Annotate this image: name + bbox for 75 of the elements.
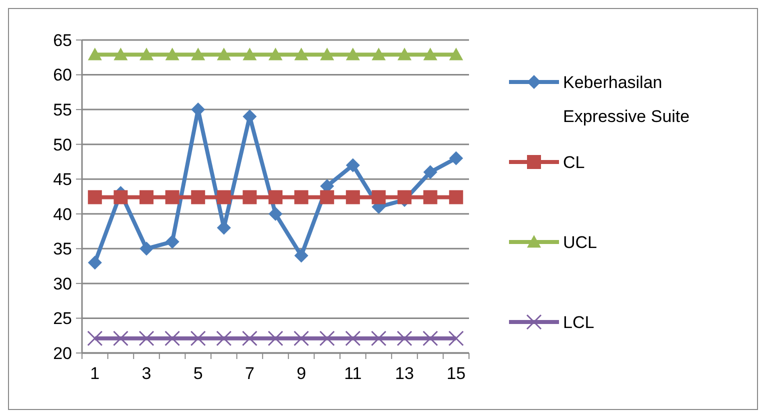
point [190, 330, 206, 346]
legend-label: Keberhasilan Expressive Suite [563, 72, 690, 126]
y-tick-label: 35 [53, 240, 72, 259]
point [448, 330, 464, 346]
point [114, 190, 128, 204]
point [140, 242, 154, 256]
legend-label: LCL [563, 312, 594, 332]
point [140, 190, 154, 204]
x-tick-label: 5 [193, 364, 203, 383]
point [165, 48, 180, 60]
point [449, 190, 464, 204]
y-tick-label: 20 [53, 344, 72, 363]
point [216, 190, 231, 204]
y-tick-label: 50 [53, 135, 72, 154]
point [138, 330, 154, 346]
x-tick-label: 15 [446, 364, 466, 383]
point [423, 48, 438, 60]
point [398, 190, 412, 204]
point [346, 48, 360, 60]
point [319, 330, 335, 346]
point [294, 190, 308, 204]
point [370, 330, 386, 346]
point [398, 48, 412, 60]
point [165, 234, 180, 249]
x-tick-label: 11 [344, 364, 362, 383]
y-tick-label: 30 [53, 274, 72, 294]
point [423, 190, 438, 204]
point [422, 330, 438, 346]
y-tick-label: 40 [53, 204, 72, 224]
point [345, 330, 361, 346]
point [268, 48, 282, 60]
point [268, 206, 282, 221]
point [294, 48, 308, 60]
point [242, 190, 257, 204]
point [346, 158, 360, 172]
point [88, 48, 102, 60]
point [294, 248, 308, 263]
point [372, 190, 386, 204]
point [164, 330, 180, 346]
point [88, 190, 102, 204]
point [242, 330, 258, 346]
point [320, 190, 334, 204]
x-tick-label: 3 [142, 364, 152, 383]
y-tick-label: 65 [53, 30, 72, 50]
legend-label: UCL [563, 232, 598, 252]
x-tick-label: 9 [296, 364, 306, 383]
point [449, 48, 464, 60]
point [268, 330, 284, 346]
y-tick-label: 60 [53, 66, 72, 85]
point [191, 190, 206, 204]
point [320, 48, 334, 60]
point [268, 190, 282, 204]
point [140, 48, 154, 60]
point [346, 190, 360, 204]
point [242, 48, 257, 60]
legend-label: CL [563, 152, 585, 172]
point [449, 151, 464, 166]
point [372, 48, 386, 60]
point [165, 190, 180, 204]
x-tick-label: 7 [244, 364, 254, 383]
point [216, 330, 232, 346]
point [114, 48, 128, 60]
point [87, 330, 103, 346]
point [191, 48, 206, 60]
x-tick-label: 1 [90, 364, 100, 383]
y-tick-label: 45 [53, 170, 72, 190]
point [88, 256, 102, 270]
point [396, 330, 412, 346]
point [423, 165, 438, 180]
point [216, 48, 231, 60]
point [112, 330, 128, 346]
y-tick-label: 55 [53, 100, 72, 120]
y-tick-label: 25 [53, 309, 72, 328]
point [294, 330, 310, 346]
x-tick-label: 13 [395, 364, 414, 383]
